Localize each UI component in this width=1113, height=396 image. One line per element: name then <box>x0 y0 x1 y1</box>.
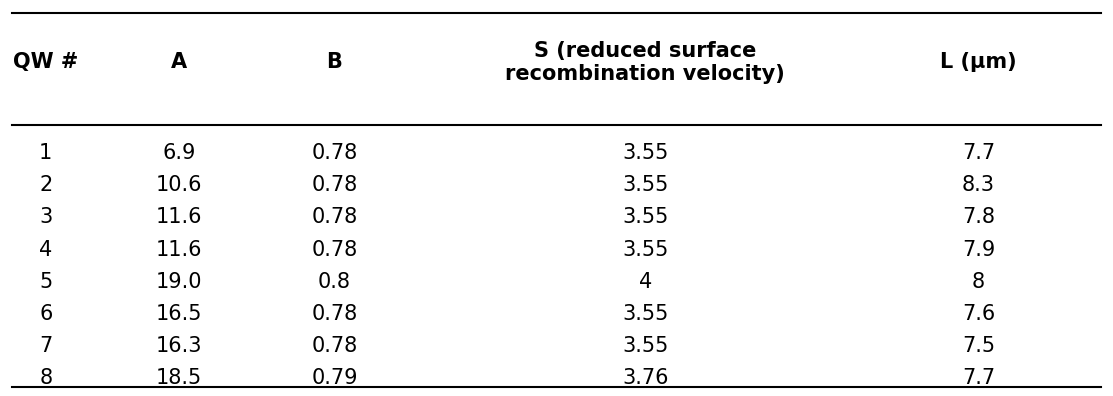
Text: 0.78: 0.78 <box>312 240 357 259</box>
Text: 3.55: 3.55 <box>622 143 669 163</box>
Text: 0.78: 0.78 <box>312 175 357 195</box>
Text: 0.79: 0.79 <box>312 369 357 388</box>
Text: 11.6: 11.6 <box>156 240 203 259</box>
Text: 16.3: 16.3 <box>156 336 203 356</box>
Text: 8: 8 <box>39 369 52 388</box>
Text: 3: 3 <box>39 207 52 227</box>
Text: 6.9: 6.9 <box>162 143 196 163</box>
Text: 5: 5 <box>39 272 52 292</box>
Text: 4: 4 <box>39 240 52 259</box>
Text: 6: 6 <box>39 304 52 324</box>
Text: 0.8: 0.8 <box>318 272 351 292</box>
Text: QW #: QW # <box>13 52 78 72</box>
Text: 7.6: 7.6 <box>962 304 995 324</box>
Text: 3.55: 3.55 <box>622 304 669 324</box>
Text: 16.5: 16.5 <box>156 304 203 324</box>
Text: 8.3: 8.3 <box>962 175 995 195</box>
Text: 7.9: 7.9 <box>962 240 995 259</box>
Text: 18.5: 18.5 <box>156 369 203 388</box>
Text: 10.6: 10.6 <box>156 175 203 195</box>
Text: 8: 8 <box>972 272 985 292</box>
Text: B: B <box>326 52 343 72</box>
Text: 4: 4 <box>639 272 652 292</box>
Text: 3.55: 3.55 <box>622 175 669 195</box>
Text: 7.5: 7.5 <box>962 336 995 356</box>
Text: 19.0: 19.0 <box>156 272 203 292</box>
Text: 2: 2 <box>39 175 52 195</box>
Text: 0.78: 0.78 <box>312 143 357 163</box>
Text: 3.55: 3.55 <box>622 240 669 259</box>
Text: A: A <box>171 52 187 72</box>
Text: 1: 1 <box>39 143 52 163</box>
Text: 7.7: 7.7 <box>962 369 995 388</box>
Text: 3.76: 3.76 <box>622 369 669 388</box>
Text: 0.78: 0.78 <box>312 207 357 227</box>
Text: 7: 7 <box>39 336 52 356</box>
Text: 0.78: 0.78 <box>312 336 357 356</box>
Text: 7.8: 7.8 <box>962 207 995 227</box>
Text: 7.7: 7.7 <box>962 143 995 163</box>
Text: 3.55: 3.55 <box>622 207 669 227</box>
Text: S (reduced surface
recombination velocity): S (reduced surface recombination velocit… <box>505 41 785 84</box>
Text: 0.78: 0.78 <box>312 304 357 324</box>
Text: 11.6: 11.6 <box>156 207 203 227</box>
Text: 3.55: 3.55 <box>622 336 669 356</box>
Text: L (μm): L (μm) <box>940 52 1016 72</box>
